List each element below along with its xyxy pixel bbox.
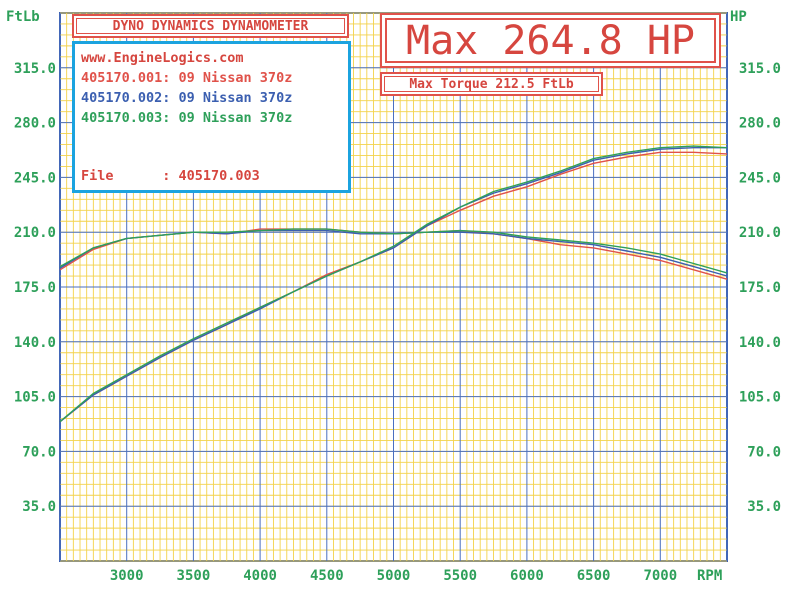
dyno-title-text: DYNO DYNAMICS DYNAMOMETER [112,18,309,34]
y-axis-label-right: HP [730,9,747,25]
legend: www.EngineLogics.com 405170.001: 09 Niss… [72,41,351,193]
y-tick-label-left: 35.0 [22,499,56,515]
y-tick-label-left: 140.0 [14,335,56,351]
file-label: File : 405170.003 [81,168,260,184]
legend-item-run-2: 405170.002: 09 Nissan 370z [81,90,293,106]
y-tick-label-left: 280.0 [14,116,56,132]
axis-ticks: 35.0 35.0 70.0 70.0 105.0 105.0 140.0 140.0 175.… [14,61,781,584]
y-tick-label-right: 35.0 [747,499,781,515]
y-tick-label-right: 245.0 [739,170,781,186]
series-lines [59,145,728,423]
y-tick-label-left: 210.0 [14,225,56,241]
y-tick-label-left: 70.0 [22,444,56,460]
website-label: www.EngineLogics.com [81,50,244,66]
x-tick-label: 6500 [577,568,611,584]
x-tick-label: 5500 [443,568,477,584]
x-tick-label: 4500 [310,568,344,584]
x-tick-label: 3500 [177,568,211,584]
y-axis-label-left: FtLb [6,9,40,25]
x-tick-label: 4000 [243,568,277,584]
y-tick-label-right: 210.0 [739,225,781,241]
y-tick-label-left: 245.0 [14,170,56,186]
x-tick-label: 3000 [110,568,144,584]
y-tick-label-right: 175.0 [739,280,781,296]
y-tick-label-right: 315.0 [739,61,781,77]
max-torque-display: Max Torque 212.5 FtLb [380,72,603,96]
x-tick-label: 7000 [643,568,677,584]
y-tick-label-right: 280.0 [739,116,781,132]
legend-item-run-3: 405170.003: 09 Nissan 370z [81,110,293,126]
y-tick-label-right: 140.0 [739,335,781,351]
max-hp-text: Max 264.8 HP [406,17,695,64]
dyno-title: DYNO DYNAMICS DYNAMOMETER [72,14,349,38]
y-tick-label-left: 315.0 [14,61,56,77]
y-tick-label-right: 70.0 [747,444,781,460]
series-line-torque-3 [59,228,728,274]
max-torque-text: Max Torque 212.5 FtLb [409,76,574,92]
max-hp-display: Max 264.8 HP [380,13,721,68]
y-tick-label-left: 175.0 [14,280,56,296]
series-line-hp-2 [59,146,727,423]
series-line-hp-3 [59,145,728,423]
x-axis-label: RPM [697,568,722,584]
y-tick-label-right: 105.0 [739,390,781,406]
x-tick-label: 6000 [510,568,544,584]
x-tick-label: 5000 [377,568,411,584]
y-tick-label-left: 105.0 [14,390,56,406]
legend-item-run-1: 405170.001: 09 Nissan 370z [81,70,293,86]
